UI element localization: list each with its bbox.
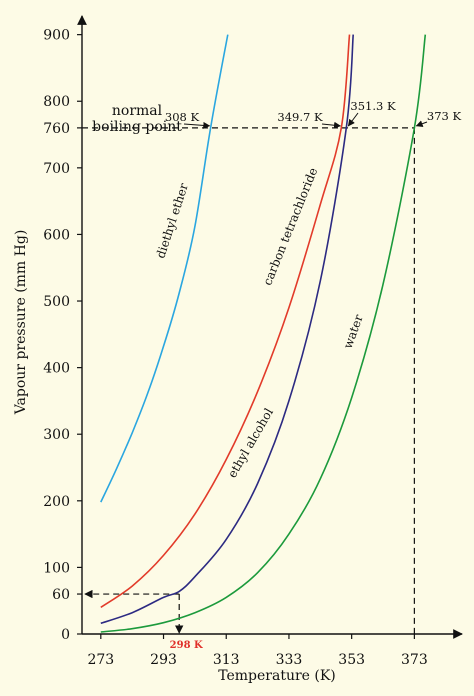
curve-name-label: carbon tetrachloride	[260, 166, 320, 288]
y-tick-label: 0	[61, 627, 70, 643]
y-tick-label: 200	[43, 494, 70, 510]
x-tick-label: 293	[150, 652, 177, 668]
boiling-arrow	[321, 121, 342, 129]
axes	[77, 15, 463, 639]
boiling-arrow	[183, 121, 211, 129]
curve-name-label: diethyl ether	[153, 181, 191, 260]
y-tick-label: 760	[43, 121, 70, 137]
boiling-label: 308 K	[165, 110, 200, 124]
x-tick-label: 333	[276, 652, 303, 668]
x-tick-label: 313	[213, 652, 240, 668]
curve-name-label: ethyl alcohol	[225, 406, 276, 481]
y-tick-label: 100	[43, 560, 70, 576]
y-tick-label: 400	[43, 361, 70, 377]
y-tick-label: 600	[43, 227, 70, 243]
curve-carbon-tetrachloride	[100, 34, 351, 609]
y-tick-label: 700	[43, 161, 70, 177]
boiling-point-label: boiling point	[92, 119, 182, 135]
y-axis-title: Vapour pressure (mm Hg)	[13, 230, 29, 416]
curve-water	[100, 34, 427, 633]
y-tick-label: 800	[43, 94, 70, 110]
curve-name-label: water	[341, 313, 366, 351]
x-tick-label: 353	[338, 652, 365, 668]
normal-label: normal	[112, 103, 163, 119]
boiling-label: 349.7 K	[277, 110, 323, 124]
x-tick-label: 273	[87, 652, 114, 668]
curve-ethyl-alcohol	[100, 34, 354, 625]
boiling-label: 351.3 K	[350, 99, 396, 113]
y-tick-label: 300	[43, 427, 70, 443]
x-tick-label: 373	[401, 652, 428, 668]
boiling-arrow	[415, 120, 428, 128]
guide-298-label: 298 K	[170, 640, 203, 651]
curves	[100, 34, 427, 633]
curve-diethyl-ether	[100, 34, 229, 503]
ticks: 273 293 313 333 353 373 0 60 100 200 300 400 500 600 7…	[43, 28, 427, 668]
boiling-arrow	[347, 112, 359, 127]
y-tick-label: 900	[43, 28, 70, 44]
y-tick-label: 500	[43, 294, 70, 310]
x-axis-title: Temperature (K)	[218, 668, 336, 684]
boiling-label: 373 K	[427, 109, 462, 123]
y-tick-label: 60	[52, 587, 70, 603]
guide-lines	[82, 127, 415, 634]
